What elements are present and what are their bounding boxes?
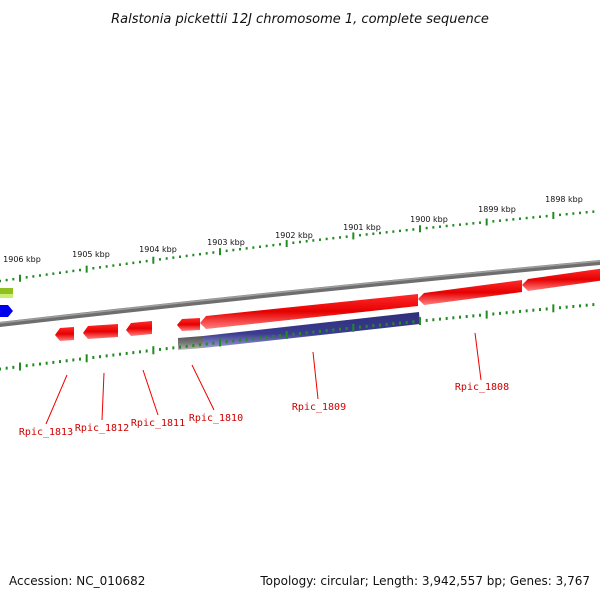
- ruler-label: 1898 kbp: [545, 195, 583, 204]
- ruler-label: 1903 kbp: [207, 238, 245, 247]
- gene-label[interactable]: Rpic_1813: [19, 427, 73, 438]
- gene-arrow-rpic-1811[interactable]: [126, 321, 152, 336]
- gene-label[interactable]: Rpic_1812: [75, 423, 129, 434]
- gene-arrows: [55, 268, 600, 341]
- gene-labels: Rpic_1813 Rpic_1812 Rpic_1811 Rpic_1810 Rpic…: [19, 332, 509, 438]
- gene-arrow-rpic-1808[interactable]: [418, 280, 522, 305]
- gene-leader-line: [45, 374, 68, 425]
- gene-arrow-rpic-1813[interactable]: [55, 327, 74, 341]
- feature-track: [178, 312, 420, 350]
- ruler-label: 1900 kbp: [410, 215, 448, 224]
- ruler-label: 1899 kbp: [478, 205, 516, 214]
- ruler-label: 1904 kbp: [139, 245, 177, 254]
- gene-leader-line: [191, 364, 215, 411]
- ruler-label: 1901 kbp: [343, 223, 381, 232]
- sequence-summary: Topology: circular; Length: 3,942,557 bp…: [260, 574, 590, 588]
- gene-label[interactable]: Rpic_1809: [292, 402, 346, 413]
- gene-arrow-next[interactable]: [522, 268, 600, 291]
- map-title: Ralstonia pickettii 12J chromosome 1, co…: [111, 12, 489, 27]
- ruler-label: 1902 kbp: [275, 231, 313, 240]
- gene-leader-line: [474, 332, 482, 381]
- upper-ruler: 1906 kbp 1905 kbp 1904 kbp 1903 kbp 1902 kbp…: [0, 195, 595, 283]
- ruler-label: 1906 kbp: [3, 255, 41, 264]
- ruler-label: 1905 kbp: [72, 250, 110, 259]
- gene-leader-line: [101, 372, 105, 421]
- gene-arrow-rpic-1809[interactable]: [200, 294, 418, 329]
- lower-ruler: [0, 303, 595, 371]
- gene-arrow-rpic-1810[interactable]: [177, 318, 200, 331]
- gene-leader-line: [312, 351, 319, 400]
- edge-feature-blue: [0, 305, 13, 317]
- sequence-backbone: [0, 259, 600, 327]
- gene-label[interactable]: Rpic_1810: [189, 413, 243, 424]
- gene-arrow-rpic-1812[interactable]: [83, 324, 118, 339]
- gene-label[interactable]: Rpic_1808: [455, 382, 509, 393]
- gene-leader-line: [142, 369, 159, 416]
- gene-label[interactable]: Rpic_1811: [131, 418, 185, 429]
- edge-feature-green: [0, 288, 13, 298]
- accession-text: Accession: NC_010682: [9, 574, 146, 588]
